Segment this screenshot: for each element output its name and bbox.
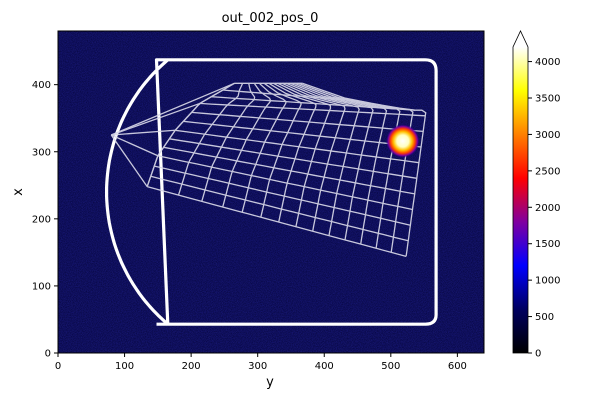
x-tick-label: 500 (381, 361, 400, 372)
grid-cross-line (286, 82, 374, 241)
grid-cross-line (177, 83, 244, 196)
colorbar-tick-label: 0 (535, 349, 541, 360)
plot-area (57, 30, 485, 354)
x-tick-label: 300 (248, 361, 267, 372)
grid-cross-line (260, 82, 302, 218)
apex-fan-line (110, 82, 235, 136)
grid-radial-line (191, 111, 424, 133)
colorbar-tick-label: 4000 (535, 57, 560, 68)
apex-fan-line (110, 134, 148, 188)
grid-cross-line (273, 82, 332, 227)
y-tick-label: 200 (32, 214, 51, 225)
x-tick-label: 400 (315, 361, 334, 372)
colorbar-tick-label: 2000 (535, 203, 560, 214)
grid-radial-line (163, 146, 415, 195)
colorbar-tick-label: 3000 (535, 130, 560, 141)
grid-cross-line (241, 82, 287, 213)
grid-radial-line (154, 165, 411, 226)
y-tick-label: 0 (45, 349, 51, 360)
grid-radial-line (175, 129, 419, 164)
grid-cross-line (298, 82, 414, 253)
grid-cross-line (268, 82, 317, 223)
y-axis: 0 100 200 300 400 (32, 80, 58, 360)
apex-fan-line (111, 102, 200, 136)
chart-title: out_002_pos_0 (222, 11, 319, 26)
grid-cross-line (277, 82, 346, 232)
y-tick-label: 400 (32, 80, 51, 91)
x-tick-label: 100 (115, 361, 134, 372)
boundary-outline (105, 58, 438, 326)
grid-radial-line (183, 120, 422, 148)
colorbar-tick-label: 1500 (535, 239, 560, 250)
grid-radial-line (150, 175, 409, 242)
colorbar-frame (512, 30, 529, 354)
grid-radial-line (199, 102, 426, 117)
x-tick-label: 0 (55, 361, 61, 372)
grid-cross-line (146, 82, 235, 187)
grid-radial-line (157, 155, 413, 211)
y-tick-label: 300 (32, 147, 51, 158)
grid-radial-line (169, 138, 417, 179)
apex-fan-line (111, 129, 176, 136)
plot-frame (57, 30, 485, 354)
grid-cross-line (290, 82, 388, 245)
y-axis-label: x (11, 188, 26, 196)
colorbar-tick-label: 500 (535, 312, 554, 323)
colorbar-extend-arrow (513, 31, 528, 47)
x-axis-label: y (266, 375, 274, 390)
grid-cross-line (281, 82, 360, 236)
grid-overlay (110, 82, 427, 258)
colorbar: 0 500 1000 1500 2000 2500 3000 3500 4000 (512, 30, 560, 360)
grid-cross-line (201, 83, 256, 202)
grid-radial-line (147, 185, 407, 258)
grid-cross-line (302, 82, 427, 257)
colorbar-gradient (513, 47, 528, 353)
apex-fan-line (110, 134, 159, 157)
x-tick-label: 600 (448, 361, 467, 372)
grid-cross-line (294, 82, 401, 249)
heatmap-noise (58, 31, 484, 353)
grid-cross-line (222, 82, 272, 208)
colorbar-tick-label: 3500 (535, 94, 560, 105)
x-tick-label: 200 (182, 361, 201, 372)
colorbar-tick-label: 1000 (535, 276, 560, 287)
y-tick-label: 100 (32, 281, 51, 292)
x-axis: 0 100 200 300 400 500 600 (55, 353, 467, 372)
intensity-hotspot (385, 124, 420, 159)
colorbar-tick-label: 2500 (535, 166, 560, 177)
